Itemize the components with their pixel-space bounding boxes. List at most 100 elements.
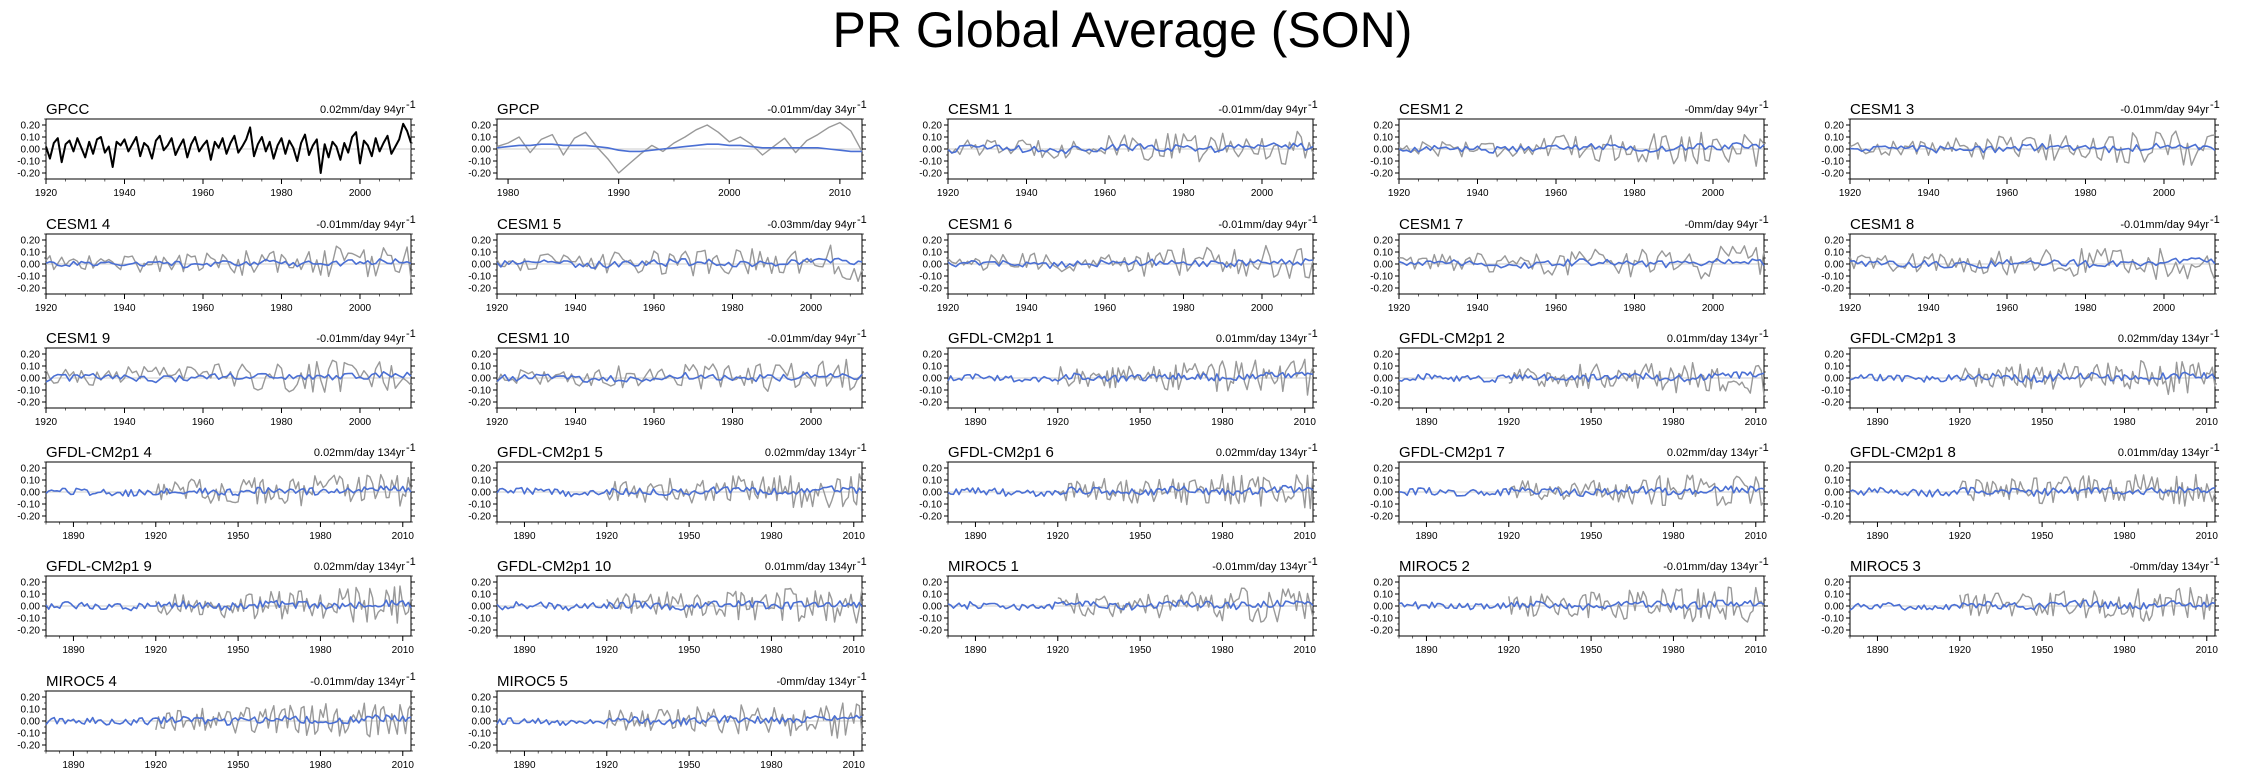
chart-panel: MIROC5 5 -0mm/day 134yr -1 0.200.100.00-0.1…	[468, 671, 867, 771]
trend-superscript: -1	[1308, 214, 1318, 226]
x-tick-label: 1950	[1129, 531, 1152, 542]
x-tick-label: 1920	[596, 531, 619, 542]
panel-trend: -0.01mm/day 94yr	[1218, 219, 1307, 231]
x-tick-label: 1890	[62, 531, 85, 542]
y-tick-label: 0.10	[923, 362, 943, 373]
x-tick-label: 1990	[608, 188, 631, 199]
smoothed-series-line	[496, 485, 863, 498]
x-tick-label: 1980	[760, 531, 783, 542]
y-tick-label: -0.10	[1821, 614, 1844, 625]
x-tick-label: 1940	[564, 417, 587, 428]
y-tick-label: -0.10	[919, 500, 942, 511]
model-series-line	[1959, 473, 2216, 507]
x-tick-label: 1980	[1211, 645, 1234, 656]
x-tick-label: 1920	[1839, 188, 1862, 199]
y-tick-label: 0.10	[472, 133, 492, 144]
y-tick-label: 0.10	[21, 476, 41, 487]
y-tick-label: 0.10	[1825, 362, 1845, 373]
trend-superscript: -1	[1759, 328, 1769, 340]
chart-panel: CESM1 4 -0.01mm/day 94yr -10.200.100.00-0.…	[17, 214, 416, 314]
y-tick-label: 0.20	[21, 578, 41, 589]
panel-trend: -0.03mm/day 94yr	[767, 219, 856, 231]
y-tick-label: 0.20	[472, 693, 492, 704]
x-tick-label: 2000	[2153, 303, 2176, 314]
model-series-line	[45, 245, 412, 279]
figure-title: PR Global Average (SON)	[832, 2, 1413, 58]
y-tick-label: 0.20	[1374, 464, 1394, 475]
panel-trend: 0.01mm/day 134yr	[1216, 333, 1307, 345]
x-tick-label: 1980	[1211, 531, 1234, 542]
chart-panel: GFDL-CM2p1 4 0.02mm/day 134yr -1 0.200.100.…	[17, 442, 416, 542]
y-tick-label: 0.00	[472, 374, 492, 385]
smoothed-series-line	[1398, 142, 1765, 154]
x-tick-label: 1890	[1866, 531, 1889, 542]
x-tick-label: 1920	[1949, 531, 1972, 542]
y-tick-label: -0.10	[468, 386, 491, 397]
y-tick-label: -0.20	[1370, 626, 1393, 637]
y-tick-label: 0.10	[21, 590, 41, 601]
x-tick-label: 1950	[678, 645, 701, 656]
y-tick-label: 0.00	[1374, 260, 1394, 271]
x-tick-label: 1940	[1466, 303, 1489, 314]
y-tick-label: 0.10	[472, 248, 492, 259]
x-tick-label: 2010	[1294, 417, 1317, 428]
y-tick-label: -0.10	[468, 500, 491, 511]
x-tick-label: 1890	[964, 645, 987, 656]
y-tick-label: -0.10	[17, 729, 40, 740]
x-tick-label: 1980	[309, 645, 332, 656]
chart-panel: CESM1 10 -0.01mm/day 94yr -10.200.100.00-0…	[468, 328, 867, 428]
y-tick-label: -0.20	[17, 512, 40, 523]
x-tick-label: 1890	[62, 760, 85, 771]
x-tick-label: 1950	[1129, 645, 1152, 656]
y-tick-label: 0.20	[923, 121, 943, 132]
model-series-line	[1398, 245, 1765, 280]
smoothed-series-line	[496, 143, 862, 153]
y-tick-label: 0.20	[472, 350, 492, 361]
y-tick-label: 0.20	[21, 464, 41, 475]
chart-panel: GFDL-CM2p1 3 0.02mm/day 134yr -1 0.200.100.…	[1821, 328, 2220, 428]
x-tick-label: 1950	[2031, 417, 2054, 428]
x-tick-label: 2000	[1702, 188, 1725, 199]
x-tick-label: 1950	[1580, 417, 1603, 428]
panel-name: GFDL-CM2p1 10	[497, 558, 611, 575]
smoothed-series-line	[1398, 485, 1765, 497]
trend-superscript: -1	[2210, 442, 2220, 454]
y-tick-label: -0.20	[17, 741, 40, 752]
y-tick-label: -0.20	[1370, 512, 1393, 523]
y-tick-label: -0.20	[1821, 169, 1844, 180]
trend-superscript: -1	[1308, 99, 1318, 111]
x-tick-label: 1950	[1129, 417, 1152, 428]
x-tick-label: 2010	[392, 760, 415, 771]
x-tick-label: 2010	[1745, 645, 1768, 656]
chart-panel: CESM1 8 -0.01mm/day 94yr -10.200.100.00-0.…	[1821, 214, 2220, 314]
chart-panel: MIROC5 3 -0mm/day 134yr -1 0.200.100.00-0.1…	[1821, 556, 2220, 656]
x-tick-label: 1920	[1047, 531, 1070, 542]
x-tick-label: 1920	[596, 760, 619, 771]
x-tick-label: 1920	[1047, 645, 1070, 656]
model-series-line	[606, 587, 863, 624]
x-tick-label: 1980	[1623, 303, 1646, 314]
x-tick-label: 1980	[760, 645, 783, 656]
trend-superscript: -1	[857, 99, 867, 111]
model-series-line	[155, 585, 412, 624]
chart-panel: GFDL-CM2p1 9 0.02mm/day 134yr -1 0.200.100.…	[17, 556, 416, 656]
panel-name: CESM1 2	[1399, 101, 1463, 118]
x-tick-label: 1980	[1172, 188, 1195, 199]
panel-trend: 0.02mm/day 134yr	[1216, 447, 1307, 459]
chart-panel: GFDL-CM2p1 6 0.02mm/day 134yr -1 0.200.100.…	[919, 442, 1318, 542]
model-series-line	[1057, 587, 1314, 623]
y-tick-label: 0.00	[1374, 374, 1394, 385]
smoothed-series-line	[1398, 371, 1765, 383]
trend-superscript: -1	[406, 214, 416, 226]
panel-trend: 0.02mm/day 134yr	[765, 447, 856, 459]
y-tick-label: 0.10	[1374, 133, 1394, 144]
smoothed-series-line	[1398, 257, 1765, 269]
y-tick-label: -0.10	[17, 614, 40, 625]
chart-panel: MIROC5 4 -0.01mm/day 134yr -10.200.100.00-…	[17, 671, 416, 771]
y-tick-label: 0.20	[1374, 578, 1394, 589]
x-tick-label: 2010	[1294, 645, 1317, 656]
smoothed-series-line	[1849, 257, 2216, 269]
chart-panel: CESM1 9 -0.01mm/day 94yr -10.200.100.00-0.…	[17, 328, 416, 428]
trend-superscript: -1	[406, 671, 416, 683]
